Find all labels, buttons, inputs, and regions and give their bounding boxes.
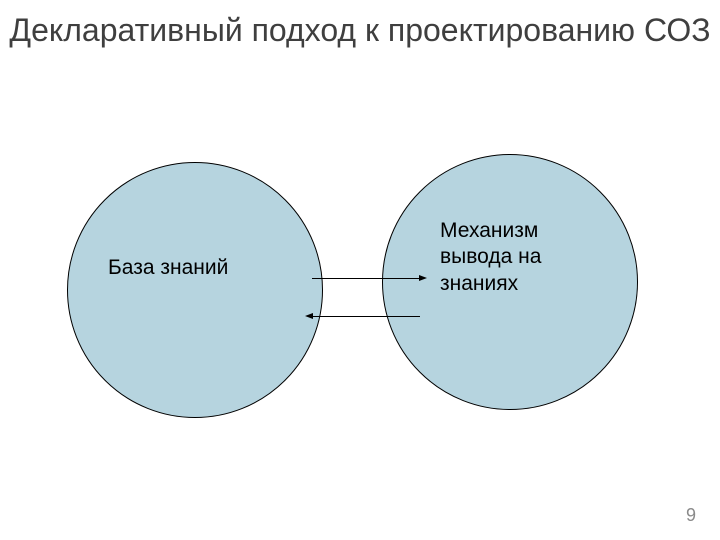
slide-title: Декларативный подход к проектированию СО… — [0, 12, 720, 50]
node-knowledge-base — [67, 162, 323, 418]
edge-kb-to-inference — [312, 278, 420, 279]
page-number: 9 — [686, 505, 696, 526]
edge-inference-to-kb-head-icon — [305, 313, 313, 319]
edge-kb-to-inference-head-icon — [419, 275, 427, 281]
node-inference-engine-label: Механизм вывода на знаниях — [440, 218, 610, 297]
slide: Декларативный подход к проектированию СО… — [0, 0, 720, 540]
node-knowledge-base-label: База знаний — [108, 255, 278, 281]
edge-inference-to-kb — [312, 316, 420, 317]
